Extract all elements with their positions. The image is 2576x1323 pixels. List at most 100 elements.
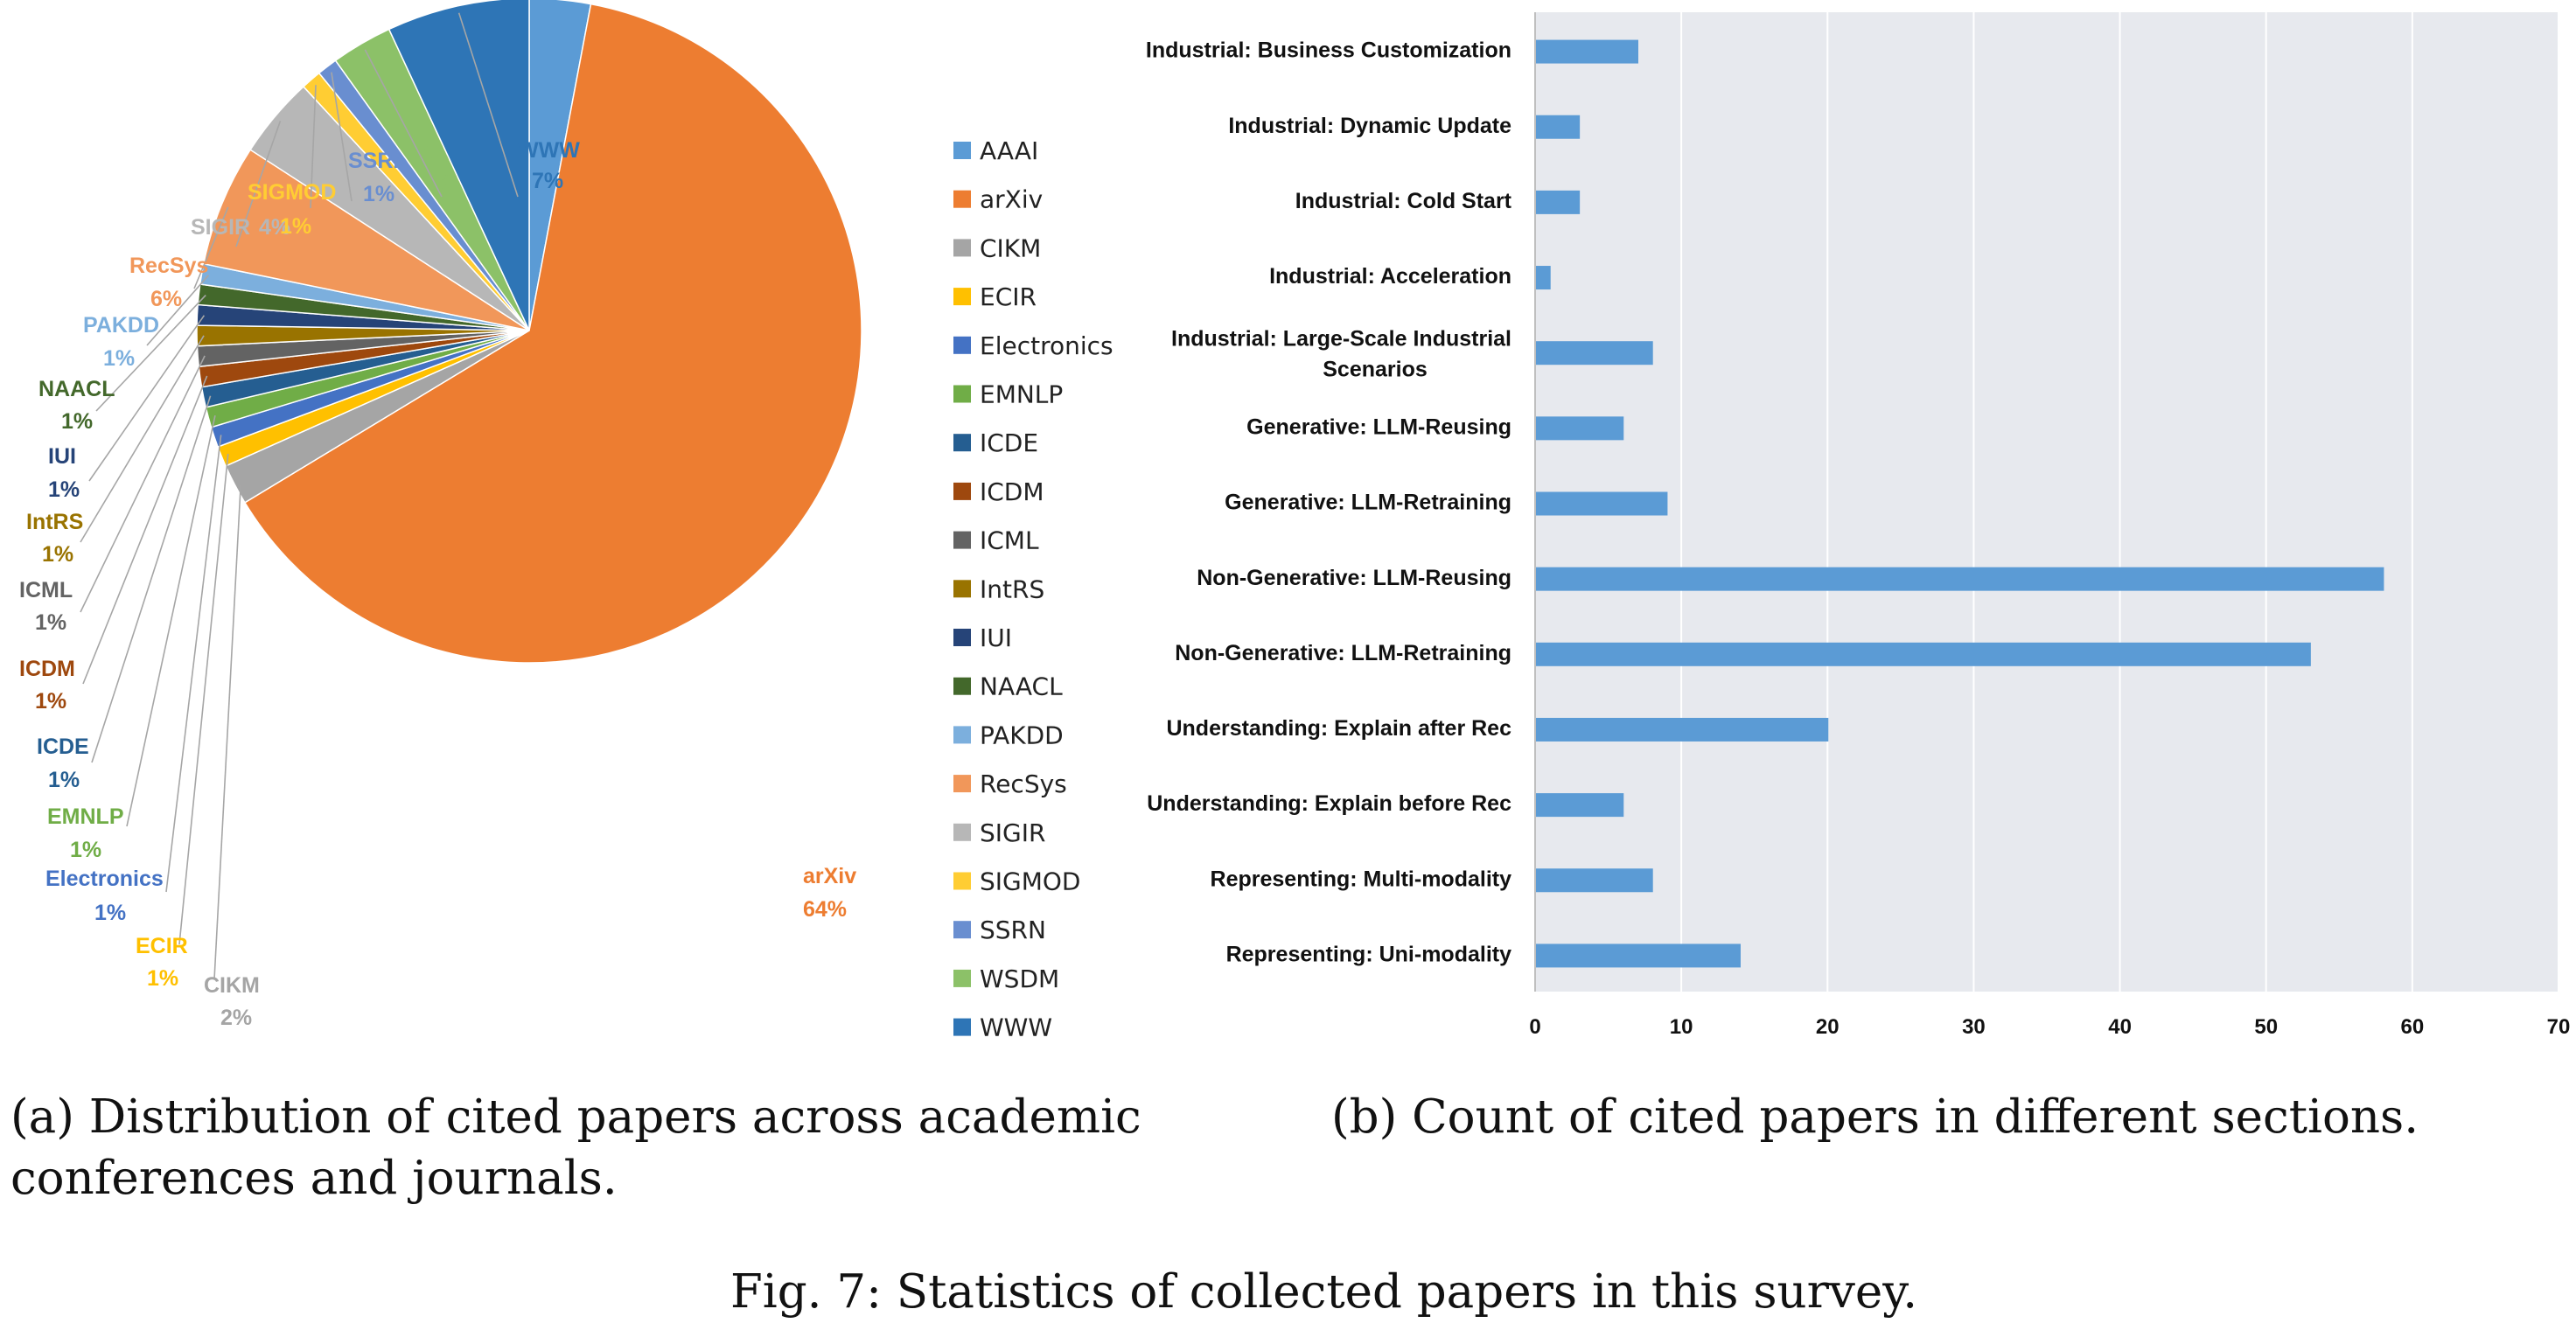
bar-industrial-cold-start bbox=[1536, 190, 1581, 214]
legend-label-ecir: ECIR bbox=[980, 282, 1037, 311]
leader-line-www bbox=[457, 12, 519, 198]
legend-swatch-pakdd bbox=[953, 726, 971, 744]
bar-non-generative-llm-reusing bbox=[1536, 567, 2384, 591]
legend-label-sigmod: SIGMOD bbox=[980, 867, 1081, 896]
legend-label-arxiv: arXiv bbox=[980, 185, 1043, 214]
pie-value-icde: 1% bbox=[48, 768, 80, 792]
x-tick-label: 10 bbox=[1670, 1015, 1693, 1039]
legend-swatch-icml bbox=[953, 531, 971, 549]
caption-b: (b) Count of cited papers in different s… bbox=[1331, 1090, 2419, 1144]
bar-understanding-explain-after-rec bbox=[1536, 717, 1829, 742]
leader-line-sigir bbox=[235, 121, 282, 247]
bar-understanding-explain-before-rec bbox=[1536, 793, 1624, 818]
caption-a-line1: (a) Distribution of cited papers across … bbox=[10, 1090, 1141, 1144]
pie-label-sigir: SIGIR bbox=[191, 215, 250, 240]
legend-label-sigir: SIGIR bbox=[980, 818, 1045, 847]
x-tick-label: 20 bbox=[1816, 1015, 1840, 1039]
legend-label-iui: IUI bbox=[980, 623, 1012, 652]
legend-label-emnlp: EMNLP bbox=[980, 380, 1063, 409]
pie-slice-www bbox=[387, 0, 530, 331]
legend-label-icdm: ICDM bbox=[980, 477, 1044, 506]
category-label-industrial-cold-start: Industrial: Cold Start bbox=[1295, 189, 1512, 213]
pie-value-pakdd: 1% bbox=[103, 346, 135, 371]
category-label-industrial-business-customization: Industrial: Business Customization bbox=[1146, 38, 1511, 63]
bar-industrial-dynamic-update bbox=[1536, 115, 1581, 139]
legend-swatch-sigmod bbox=[953, 872, 971, 890]
leader-line-icml bbox=[80, 355, 206, 613]
pie-label-intrs: IntRS bbox=[26, 510, 83, 534]
pie-slice-recsys bbox=[202, 149, 530, 331]
pie-value-electronics: 1% bbox=[94, 901, 126, 925]
pie-label-arxiv: arXiv bbox=[803, 864, 856, 888]
legend-label-ssrn: SSRN bbox=[980, 916, 1046, 944]
leader-line-pakdd bbox=[146, 275, 210, 346]
leader-line-icde bbox=[91, 395, 212, 763]
legend-label-recsys: RecSys bbox=[980, 769, 1067, 798]
pie-value-emnlp: 1% bbox=[70, 838, 101, 862]
category-label-industrial-large-scale-industrial-scenarios: Industrial: Large-Scale Industrial Scenar… bbox=[1171, 327, 1511, 382]
category-label-industrial-dynamic-update: Industrial: Dynamic Update bbox=[1228, 114, 1511, 138]
legend-label-electronics: Electronics bbox=[980, 331, 1113, 360]
x-tick-label: 30 bbox=[1962, 1015, 1986, 1039]
bar-industrial-acceleration bbox=[1536, 266, 1551, 290]
x-tick-label: 0 bbox=[1529, 1015, 1540, 1039]
x-tick-label: 50 bbox=[2254, 1015, 2278, 1039]
legend-swatch-wsdm bbox=[953, 969, 971, 987]
pie-label-electronics: Electronics bbox=[45, 867, 164, 891]
legend-label-cikm: CIKM bbox=[980, 233, 1041, 262]
leader-line-sigmod bbox=[310, 85, 317, 209]
leader-line-ssrn bbox=[331, 72, 353, 202]
legend-label-icml: ICML bbox=[980, 526, 1039, 555]
x-tick-label: 70 bbox=[2547, 1015, 2571, 1039]
pie-label-recsys: RecSys bbox=[129, 254, 208, 278]
category-label-non-generative-llm-reusing: Non-Generative: LLM-Reusing bbox=[1197, 566, 1511, 590]
bar-chart: 0 10 20 30 40 50 60 70 Industrial: Business Cust… bbox=[1146, 12, 2570, 1039]
leader-line-icdm bbox=[82, 375, 208, 685]
pie-label-cikm: CIKM bbox=[204, 973, 260, 998]
pie-label-naacl: NAACL bbox=[38, 377, 115, 401]
pie-value-arxiv: 64% bbox=[803, 897, 847, 922]
category-label-generative-llm-reusing: Generative: LLM-Reusing bbox=[1246, 414, 1511, 439]
pie-label-icdm: ICDM bbox=[19, 657, 75, 681]
pie-value-ecir: 1% bbox=[147, 966, 178, 991]
legend-label-pakdd: PAKDD bbox=[980, 721, 1064, 749]
legend-swatch-www bbox=[953, 1018, 971, 1036]
legend-swatch-ssrn bbox=[953, 921, 971, 939]
legend-swatch-ecir bbox=[953, 288, 971, 306]
category-label-non-generative-llm-retraining: Non-Generative: LLM-Retraining bbox=[1175, 641, 1511, 665]
category-label-representing-uni-modality: Representing: Uni-modality bbox=[1226, 943, 1512, 967]
x-tick-label: 60 bbox=[2401, 1015, 2425, 1039]
pie-label-emnlp: EMNLP bbox=[47, 804, 124, 829]
bar-industrial-business-customization bbox=[1536, 39, 1638, 64]
leader-line-emnlp bbox=[126, 415, 216, 827]
pie-label-ssrn: SSRN bbox=[348, 149, 408, 173]
legend-swatch-sigir bbox=[953, 823, 971, 841]
legend-label-wsdm: WSDM bbox=[980, 964, 1059, 993]
category-label-industrial-acceleration: Industrial: Acceleration bbox=[1269, 264, 1511, 289]
legend-swatch-arxiv bbox=[953, 190, 971, 208]
legend-swatch-icdm bbox=[953, 482, 971, 500]
pie-value-intrs: 1% bbox=[42, 542, 73, 567]
leader-line-electronics bbox=[165, 435, 222, 893]
leader-line-wsdm bbox=[364, 49, 443, 198]
bar-representing-multi-modality bbox=[1536, 868, 1653, 893]
bar-industrial-large-scale-industrial-scenarios bbox=[1536, 341, 1653, 366]
bar-generative-llm-retraining bbox=[1536, 491, 1668, 516]
pie-value-icdm: 1% bbox=[35, 689, 66, 714]
pie-value-www: 7% bbox=[532, 169, 563, 193]
pie-label-ecir: ECIR bbox=[136, 934, 188, 958]
bar-generative-llm-reusing bbox=[1536, 416, 1624, 441]
pie-value-ssrn: 1% bbox=[363, 182, 394, 206]
pie-chart: AAAI3%arXiv64%CIKM2%ECIR1%Electronics1%E… bbox=[19, 0, 862, 1030]
pie-value-iui: 1% bbox=[48, 477, 80, 502]
pie-value-cikm: 2% bbox=[220, 1006, 252, 1030]
legend-label-icde: ICDE bbox=[980, 428, 1038, 457]
bar-representing-uni-modality bbox=[1536, 944, 1741, 968]
pie-label-www: WWW bbox=[518, 138, 580, 163]
plot-area bbox=[1535, 12, 2559, 992]
category-label-generative-llm-retraining: Generative: LLM-Retraining bbox=[1225, 491, 1511, 515]
pie-label-iui: IUI bbox=[48, 444, 76, 469]
legend-swatch-emnlp bbox=[953, 385, 971, 403]
pie-label-sigmod: SIGMOD bbox=[248, 180, 336, 205]
